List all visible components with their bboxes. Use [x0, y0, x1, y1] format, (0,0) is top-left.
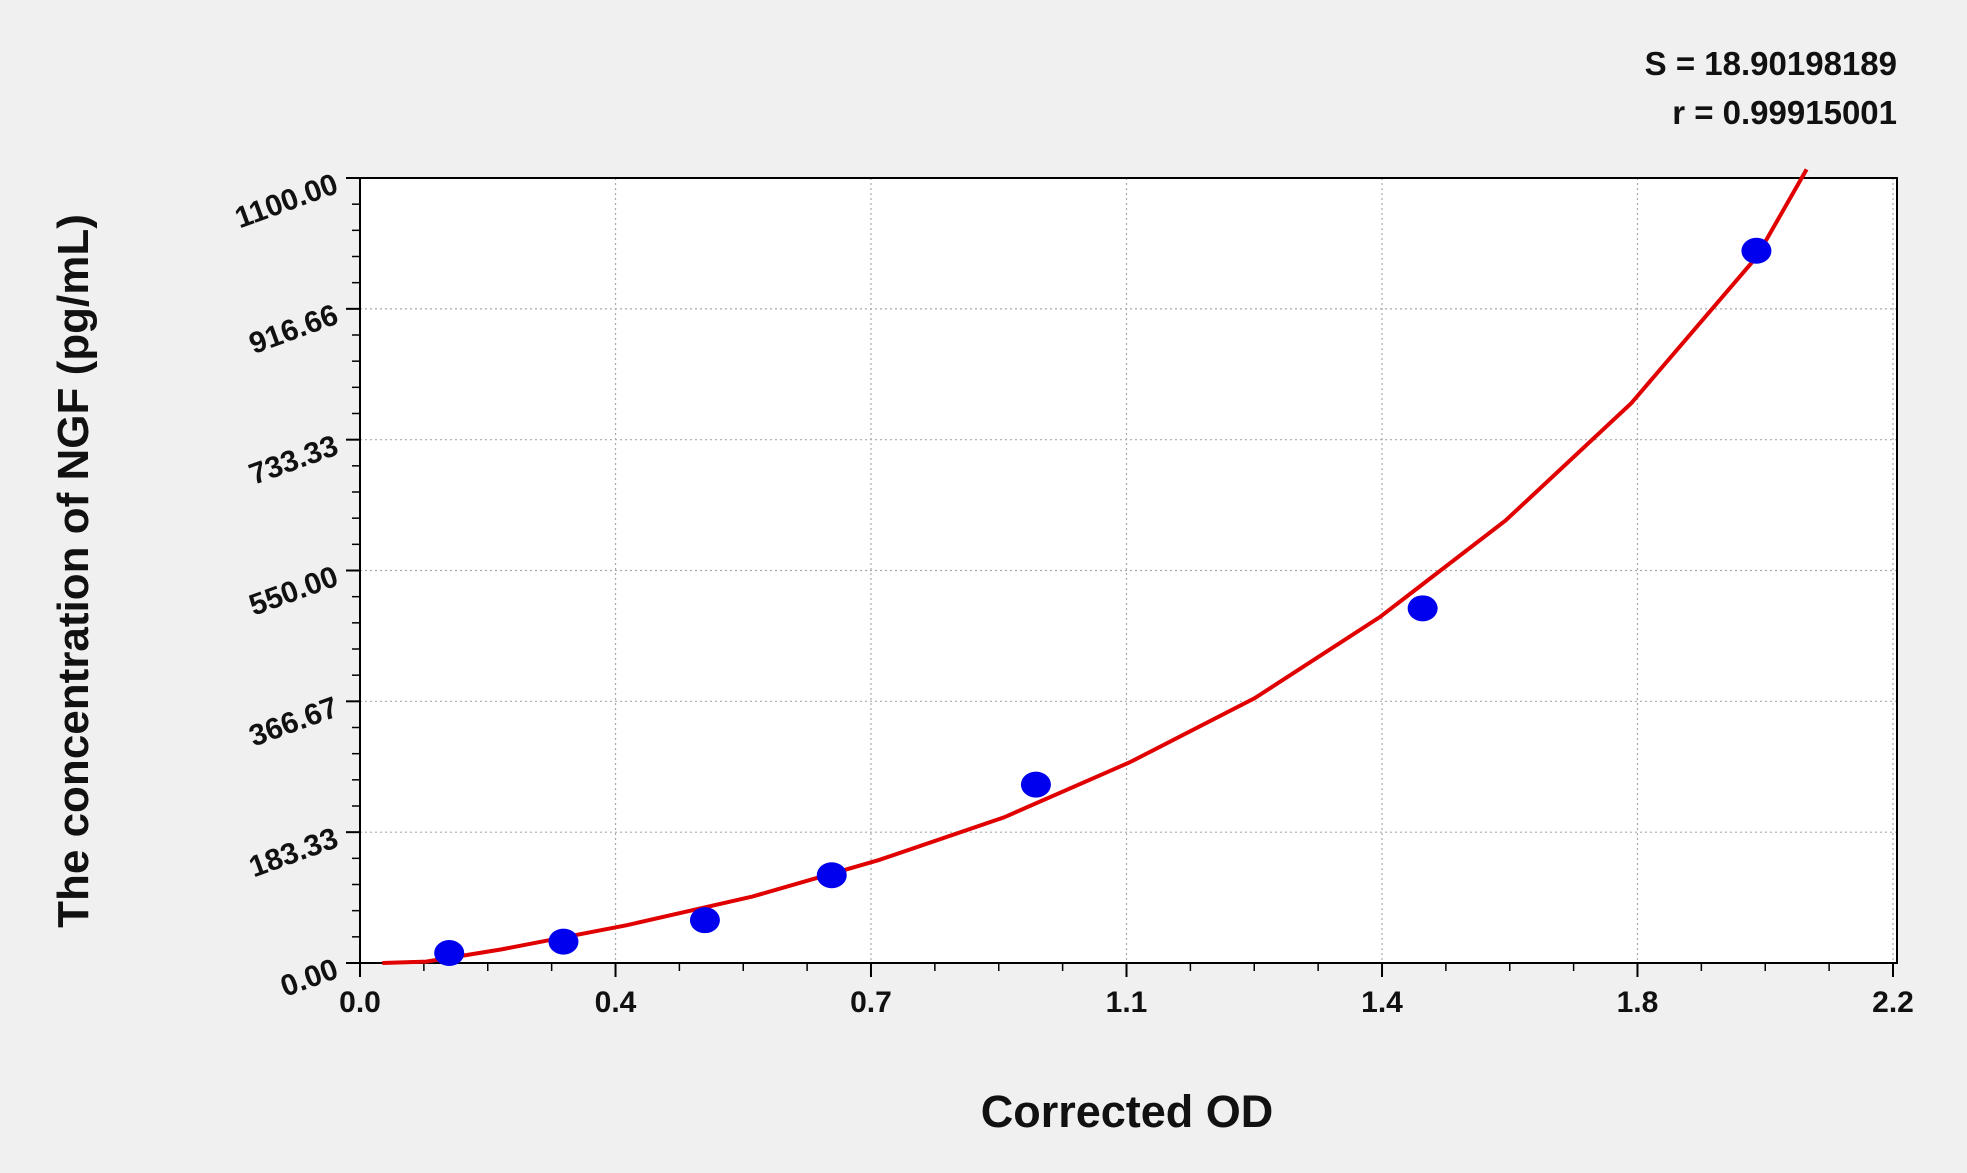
data-point [1407, 595, 1438, 622]
y-axis-label: The concentration of NGF (pg/mL) [49, 214, 98, 928]
data-point [434, 940, 465, 967]
x-tick-label: 0.0 [339, 986, 381, 1019]
x-tick-label: 1.8 [1617, 986, 1659, 1019]
annotation: r = 0.99915001 [1672, 94, 1897, 131]
data-point [1741, 237, 1772, 264]
x-tick-label: 2.2 [1872, 986, 1914, 1019]
data-point [1020, 771, 1051, 798]
data-point [689, 907, 720, 934]
x-tick-label: 1.4 [1361, 986, 1403, 1019]
x-tick-label: 0.7 [850, 986, 892, 1019]
x-tick-label: 1.1 [1106, 986, 1148, 1019]
x-axis-label: Corrected OD [981, 1086, 1274, 1137]
x-tick-label: 0.4 [595, 986, 637, 1019]
annotation: S = 18.90198189 [1645, 45, 1897, 82]
data-point [548, 928, 579, 955]
fit-curve [382, 168, 1809, 965]
data-point [816, 862, 847, 889]
